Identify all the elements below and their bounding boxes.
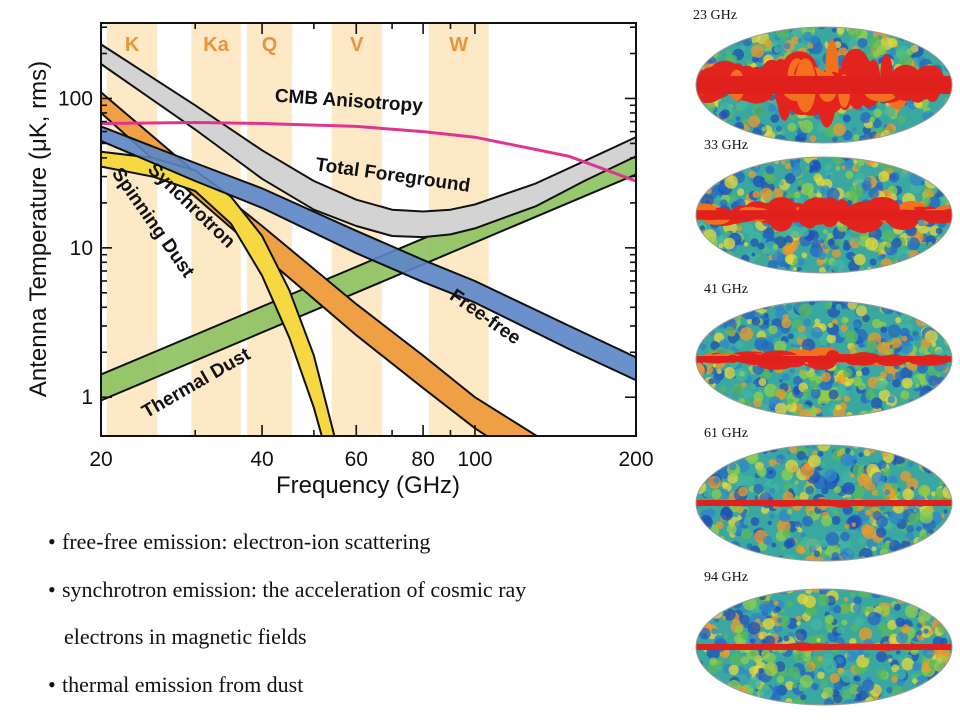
band-label-q: Q [262, 34, 278, 56]
bullet-synchrotron: • synchrotron emission: the acceleration … [48, 578, 526, 602]
bullet-text-free-free: free-free emission: electron-ion scatter… [62, 529, 431, 554]
x-tick-label: 200 [618, 448, 653, 471]
bullet-dot: • [48, 672, 56, 697]
y-tick-label: 100 [58, 87, 93, 110]
bullet-dot: • [48, 529, 56, 554]
x-tick-label: 80 [411, 448, 434, 471]
bullet-thermal-dust: • thermal emission from dust [48, 673, 303, 697]
sky-map-5 [695, 588, 953, 706]
band-label-k: K [125, 34, 140, 56]
sky-map-label: 41 GHz [704, 282, 748, 297]
y-axis-title: Antenna Temperature (μK, rms) [25, 61, 52, 397]
series-total-foreground [101, 43, 636, 239]
plot-frame [100, 22, 637, 437]
x-tick-label: 60 [345, 448, 368, 471]
sky-map-label: 61 GHz [704, 426, 748, 441]
x-tick-label: 40 [250, 448, 273, 471]
sky-map-2 [695, 156, 953, 274]
x-tick-label: 100 [457, 448, 492, 471]
x-axis-title: Frequency (GHz) [276, 472, 460, 499]
bullet-text-thermal-dust: thermal emission from dust [62, 672, 304, 697]
band-label-v: V [350, 34, 364, 56]
x-tick-label: 20 [89, 448, 112, 471]
y-tick-label: 1 [81, 386, 93, 409]
bullet-text-synchrotron: synchrotron emission: the acceleration o… [62, 577, 527, 602]
sky-map-column: 23 GHz 33 GHz 41 GHz 61 GHz 94 GHz [688, 0, 960, 720]
sky-map-label: 94 GHz [704, 570, 748, 585]
bullet-dot: • [48, 577, 56, 602]
band-label-ka: Ka [203, 34, 229, 56]
sky-map-1 [695, 26, 953, 144]
sky-map-3 [695, 300, 953, 418]
y-tick-label: 10 [70, 237, 93, 260]
sky-map-4 [695, 444, 953, 562]
sky-map-label: 23 GHz [693, 8, 737, 23]
bullet-free-free: • free-free emission: electron-ion scatte… [48, 530, 430, 554]
sky-map-label: 33 GHz [704, 138, 748, 153]
bullet-text-synchrotron-continued: electrons in magnetic fields [64, 624, 307, 649]
series-free-free [101, 125, 636, 382]
bullet-synchrotron-continued: electrons in magnetic fields [64, 625, 307, 649]
band-label-w: W [449, 34, 468, 56]
series-synchrotron [101, 91, 539, 436]
series-cmb-anisotropy [101, 120, 636, 183]
